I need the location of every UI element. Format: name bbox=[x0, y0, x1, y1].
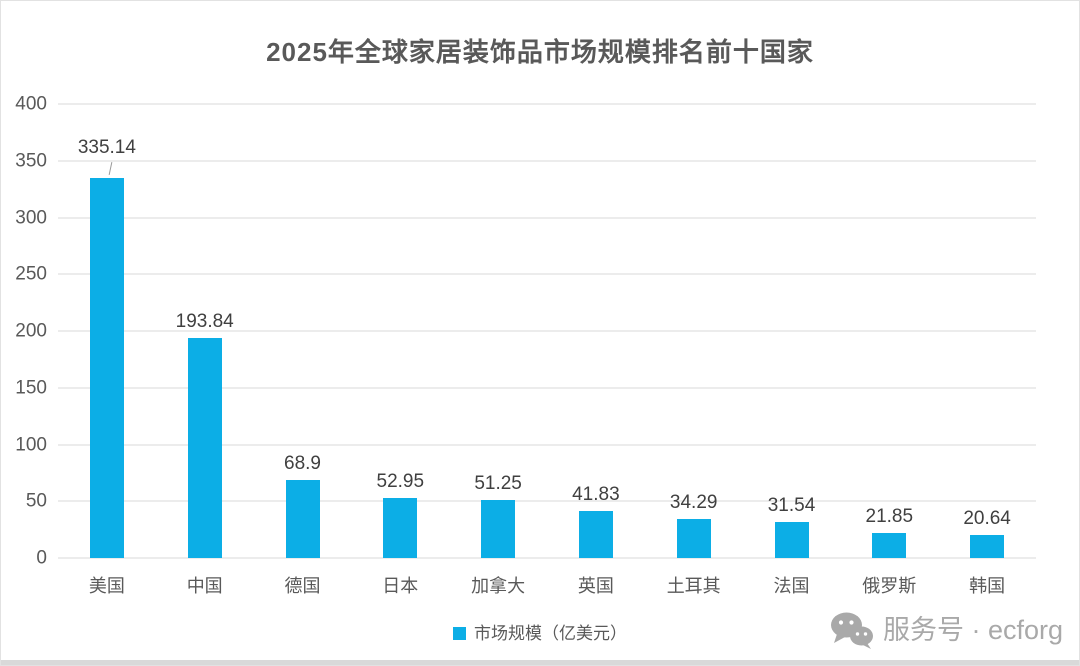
x-axis-label: 美国 bbox=[88, 576, 125, 596]
gridline bbox=[58, 500, 1036, 502]
legend-swatch-icon bbox=[453, 627, 466, 640]
bar bbox=[578, 510, 613, 558]
watermark-text: 服务号 · ecforg bbox=[882, 615, 1063, 645]
bar-value-label: 20.64 bbox=[963, 507, 1011, 529]
bar bbox=[187, 338, 222, 558]
chart-title: 2025年全球家居装饰品市场规模排名前十国家 bbox=[266, 37, 814, 67]
x-axis-label: 中国 bbox=[186, 576, 223, 596]
bar-value-label: 68.9 bbox=[284, 452, 321, 474]
bar bbox=[676, 519, 711, 558]
label-leader-line bbox=[108, 161, 113, 175]
plot-area: 0 50 100 150 200 250 300 350 400 335.14 美国 193.84 中国… bbox=[15, 95, 1036, 595]
gridline bbox=[58, 217, 1036, 218]
bar bbox=[774, 522, 809, 558]
gridline bbox=[58, 103, 1036, 105]
gridline bbox=[58, 444, 1036, 445]
gridline bbox=[58, 557, 1036, 559]
bar bbox=[383, 497, 418, 558]
bar bbox=[481, 499, 516, 558]
y-axis-tick-label: 300 bbox=[15, 207, 47, 228]
bar bbox=[970, 534, 1005, 558]
gridline bbox=[58, 387, 1036, 389]
x-axis-label: 日本 bbox=[382, 576, 419, 596]
bar bbox=[89, 177, 124, 558]
legend-label: 市场规模（亿美元） bbox=[474, 624, 627, 643]
legend: 市场规模（亿美元） bbox=[1, 625, 1079, 642]
y-axis-tick-label: 400 bbox=[15, 93, 47, 115]
bar-value-label: 21.85 bbox=[865, 506, 914, 528]
bar bbox=[872, 533, 907, 558]
x-axis-label: 德国 bbox=[284, 576, 321, 596]
y-axis-tick-label: 50 bbox=[25, 490, 47, 512]
bar-value-label: 41.83 bbox=[572, 483, 620, 505]
y-axis-tick-label: 0 bbox=[36, 547, 47, 569]
gridline bbox=[58, 330, 1036, 332]
x-axis-label: 韩国 bbox=[969, 576, 1006, 596]
bar-value-label: 34.29 bbox=[669, 492, 718, 514]
bottom-strip bbox=[1, 660, 1079, 665]
gridline bbox=[58, 160, 1036, 162]
bar-value-label: 335.14 bbox=[77, 136, 136, 158]
y-axis-tick-label: 350 bbox=[15, 150, 47, 172]
bar-value-label: 193.84 bbox=[175, 311, 234, 332]
x-axis-label: 法国 bbox=[773, 576, 810, 596]
y-axis-tick-label: 100 bbox=[15, 434, 47, 455]
x-axis-label: 英国 bbox=[577, 576, 614, 596]
gridline bbox=[58, 273, 1036, 275]
x-axis-label: 土耳其 bbox=[666, 576, 721, 596]
bar-value-label: 31.54 bbox=[767, 495, 816, 517]
y-axis-tick-label: 250 bbox=[15, 263, 47, 285]
watermark: 服务号 · ecforg bbox=[830, 612, 1063, 649]
y-axis-tick-label: 200 bbox=[15, 320, 47, 342]
x-axis-label: 俄罗斯 bbox=[862, 576, 917, 596]
wechat-icon bbox=[830, 612, 874, 649]
y-axis-tick-label: 150 bbox=[15, 377, 47, 399]
bar-value-label: 52.95 bbox=[376, 470, 425, 492]
bar bbox=[285, 479, 320, 558]
bar-value-label: 51.25 bbox=[474, 472, 522, 494]
x-axis-label: 加拿大 bbox=[471, 576, 526, 596]
